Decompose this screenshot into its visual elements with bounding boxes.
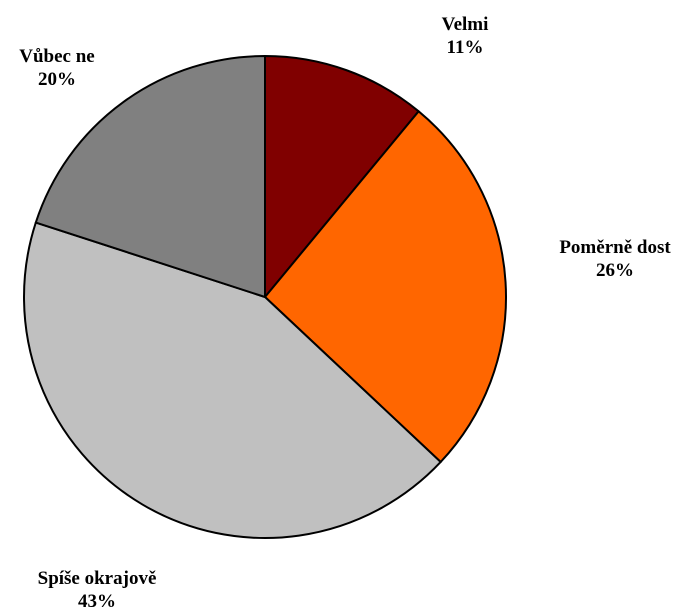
- slice-percent-label-1: 11%: [447, 37, 484, 58]
- slice-label-3: Spíše okrajově: [38, 568, 157, 589]
- slice-percent-label-3: 43%: [78, 591, 116, 612]
- slice-label-1: Velmi: [442, 14, 489, 35]
- pie-slice-4: [34, 55, 266, 298]
- slice-label-4: Vůbec ne: [19, 46, 94, 67]
- slice-percent-label-2: 26%: [596, 260, 634, 281]
- slice-percent-label-4: 20%: [38, 69, 76, 90]
- pie-slice-2: [264, 110, 507, 463]
- pie-slice-3: [23, 221, 442, 539]
- pie-slice-1: [264, 55, 420, 298]
- slice-label-2: Poměrně dost: [559, 237, 671, 258]
